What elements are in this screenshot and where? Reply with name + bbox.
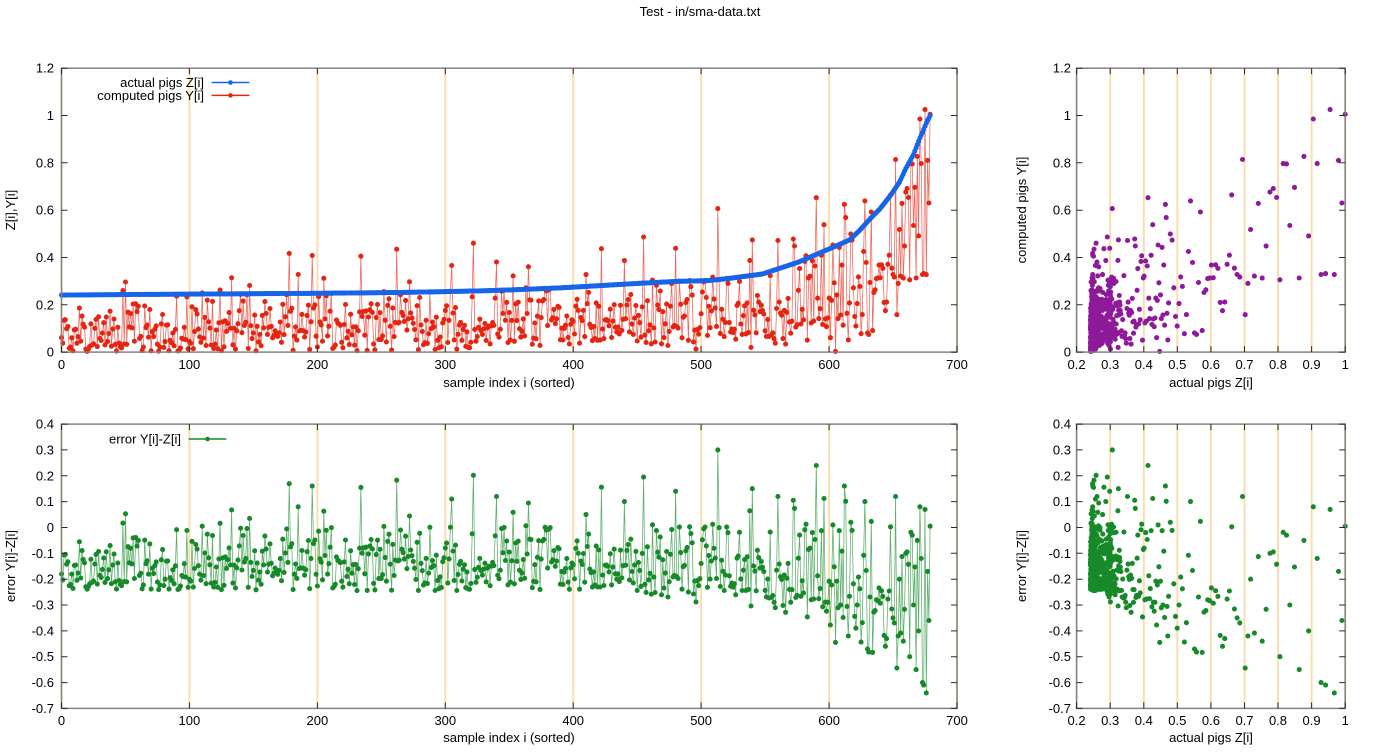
svg-text:-0.7: -0.7	[32, 701, 54, 716]
svg-text:computed pigs Y[i]: computed pigs Y[i]	[97, 88, 204, 103]
svg-text:600: 600	[818, 713, 840, 728]
svg-text:0.4: 0.4	[36, 250, 54, 265]
svg-text:0.6: 0.6	[1053, 203, 1071, 218]
svg-text:error Y[i]-Z[i]: error Y[i]-Z[i]	[109, 432, 181, 447]
svg-text:0.3: 0.3	[36, 442, 54, 457]
svg-text:0.5: 0.5	[1168, 713, 1186, 728]
svg-text:-0.7: -0.7	[1049, 701, 1071, 716]
svg-text:1: 1	[1064, 108, 1071, 123]
svg-text:0.2: 0.2	[1053, 468, 1071, 483]
svg-text:-0.1: -0.1	[32, 546, 54, 561]
svg-text:-0.3: -0.3	[32, 598, 54, 613]
svg-text:0: 0	[47, 520, 54, 535]
svg-text:100: 100	[179, 713, 201, 728]
svg-text:700: 700	[946, 713, 968, 728]
svg-text:300: 300	[434, 713, 456, 728]
svg-text:0.6: 0.6	[1202, 357, 1220, 372]
svg-text:200: 200	[307, 713, 329, 728]
svg-text:0.2: 0.2	[1068, 713, 1086, 728]
svg-text:0.2: 0.2	[1053, 297, 1071, 312]
svg-text:sample index i (sorted): sample index i (sorted)	[443, 730, 575, 745]
svg-text:600: 600	[818, 357, 840, 372]
svg-text:1: 1	[1342, 713, 1349, 728]
svg-text:actual pigs Z[i]: actual pigs Z[i]	[1169, 730, 1253, 745]
svg-text:-0.4: -0.4	[32, 623, 54, 638]
svg-text:0.4: 0.4	[1135, 713, 1153, 728]
svg-text:1.2: 1.2	[1053, 61, 1071, 76]
svg-text:100: 100	[179, 357, 201, 372]
svg-text:0.2: 0.2	[1068, 357, 1086, 372]
svg-text:200: 200	[307, 357, 329, 372]
svg-text:0.9: 0.9	[1303, 713, 1321, 728]
svg-text:error Y[i]-Z[i]: error Y[i]-Z[i]	[3, 530, 18, 602]
svg-text:0.3: 0.3	[1101, 357, 1119, 372]
svg-text:0.2: 0.2	[36, 468, 54, 483]
svg-text:-0.2: -0.2	[1049, 572, 1071, 587]
svg-text:actual pigs Z[i]: actual pigs Z[i]	[1169, 375, 1253, 390]
svg-text:400: 400	[562, 713, 584, 728]
svg-text:300: 300	[434, 357, 456, 372]
svg-text:Test - in/sma-data.txt: Test - in/sma-data.txt	[640, 4, 761, 19]
svg-text:0.7: 0.7	[1235, 357, 1253, 372]
svg-text:0.8: 0.8	[1053, 155, 1071, 170]
svg-text:1: 1	[1342, 357, 1349, 372]
svg-text:-0.6: -0.6	[1049, 675, 1071, 690]
svg-text:-0.2: -0.2	[32, 572, 54, 587]
svg-text:computed pigs Y[i]: computed pigs Y[i]	[1014, 157, 1029, 264]
svg-text:sample index i (sorted): sample index i (sorted)	[443, 375, 575, 390]
svg-text:0.2: 0.2	[36, 297, 54, 312]
svg-text:-0.4: -0.4	[1049, 623, 1071, 638]
svg-text:500: 500	[690, 713, 712, 728]
svg-text:0.4: 0.4	[36, 417, 54, 432]
svg-text:0.8: 0.8	[1269, 357, 1287, 372]
svg-text:-0.5: -0.5	[32, 649, 54, 664]
svg-text:0.6: 0.6	[36, 203, 54, 218]
svg-text:0: 0	[58, 713, 65, 728]
svg-text:0: 0	[47, 345, 54, 360]
svg-text:0.9: 0.9	[1303, 357, 1321, 372]
svg-text:0: 0	[58, 357, 65, 372]
svg-text:0.1: 0.1	[1053, 494, 1071, 509]
svg-text:1.2: 1.2	[36, 61, 54, 76]
svg-text:0.6: 0.6	[1202, 713, 1220, 728]
svg-text:-0.1: -0.1	[1049, 546, 1071, 561]
svg-text:0.4: 0.4	[1135, 357, 1153, 372]
svg-text:0.7: 0.7	[1235, 713, 1253, 728]
svg-text:0.3: 0.3	[1101, 713, 1119, 728]
svg-text:1: 1	[47, 108, 54, 123]
svg-text:0.8: 0.8	[1269, 713, 1287, 728]
svg-text:500: 500	[690, 357, 712, 372]
svg-text:0: 0	[1064, 345, 1071, 360]
svg-text:-0.6: -0.6	[32, 675, 54, 690]
svg-text:700: 700	[946, 357, 968, 372]
svg-text:0.4: 0.4	[1053, 417, 1071, 432]
svg-text:0.1: 0.1	[36, 494, 54, 509]
svg-text:0.5: 0.5	[1168, 357, 1186, 372]
svg-text:0: 0	[1064, 520, 1071, 535]
svg-text:400: 400	[562, 357, 584, 372]
svg-text:-0.3: -0.3	[1049, 598, 1071, 613]
svg-text:0.3: 0.3	[1053, 442, 1071, 457]
svg-text:0.8: 0.8	[36, 155, 54, 170]
svg-text:error Y[i]-Z[i]: error Y[i]-Z[i]	[1014, 530, 1029, 602]
svg-text:Z[i],Y[i]: Z[i],Y[i]	[3, 190, 18, 230]
svg-text:0.4: 0.4	[1053, 250, 1071, 265]
svg-text:actual pigs Z[i]: actual pigs Z[i]	[120, 75, 204, 90]
svg-text:-0.5: -0.5	[1049, 649, 1071, 664]
